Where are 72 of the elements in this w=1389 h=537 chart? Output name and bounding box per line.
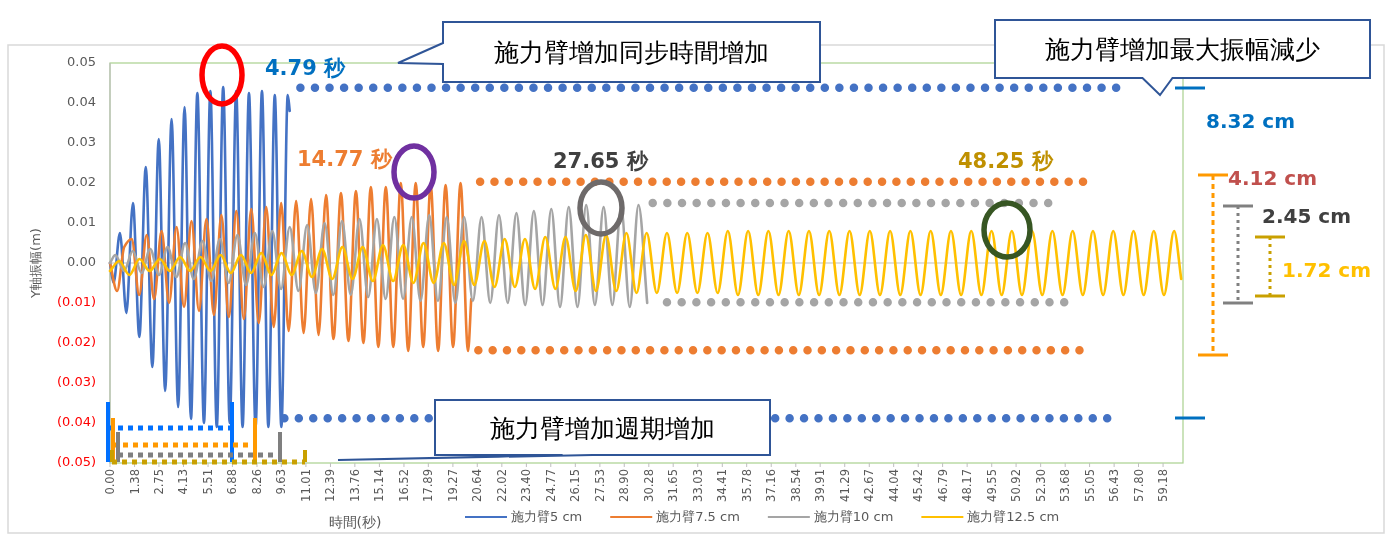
x-tick-label: 16.52 [396,469,411,502]
x-tick-label: 11.01 [298,469,313,502]
text: 1.72 cm [1282,258,1372,282]
x-tick-label: 35.78 [739,469,754,502]
y-tick-label: 0.04 [67,93,96,109]
x-tick-label: 19.27 [445,469,460,502]
x-axis-title: 時間(秒) [328,514,382,530]
annotation: 27.65 秒 [553,149,649,173]
x-tick-label: 12.39 [323,469,338,502]
legend-label: 施力臂10 cm [813,509,894,524]
x-tick-label: 55.05 [1082,469,1097,502]
x-tick-label: 4.13 [176,469,191,495]
x-tick-label: 50.92 [1009,469,1024,502]
y-tick-label: 0.03 [67,133,96,149]
y-axis-title: Y軸振幅(m) [28,228,43,299]
annotation: 施力臂增加同步時間增加 [493,38,769,67]
x-tick-label: 2.75 [151,469,166,495]
text: 4.12 cm [1228,166,1318,190]
x-tick-label: 26.15 [568,469,583,502]
text: 8.32 cm [1206,109,1296,133]
x-tick-label: 34.41 [715,469,730,502]
y-tick-label: (0.01) [56,293,96,309]
x-tick-label: 27.53 [592,469,607,502]
legend-label: 施力臂12.5 cm [967,509,1060,524]
x-tick-label: 5.51 [201,469,216,495]
y-tick-label: 0.02 [67,173,96,189]
legend-label: 施力臂7.5 cm [656,509,740,524]
x-tick-label: 38.54 [788,469,803,502]
x-tick-label: 23.40 [519,469,534,502]
x-tick-label: 28.90 [617,469,632,502]
x-tick-label: 56.43 [1107,469,1122,502]
y-tick-label: 0.00 [67,253,96,269]
y-tick-label: (0.05) [56,453,96,469]
x-tick-label: 6.88 [225,469,240,495]
x-tick-label: 48.17 [960,469,975,502]
x-tick-label: 45.42 [911,469,926,502]
x-tick-label: 0.00 [103,469,117,495]
legend-label: 施力臂5 cm [511,509,583,524]
annotation: 48.25 秒 [958,149,1054,173]
x-tick-label: 24.77 [543,469,558,502]
x-tick-label: 17.89 [421,469,436,502]
x-tick-label: 8.26 [249,469,264,495]
annotation: 施力臂增加週期增加 [489,414,715,443]
text: 2.45 cm [1262,204,1352,228]
x-tick-label: 42.67 [862,469,877,502]
x-tick-label: 20.64 [470,469,485,502]
x-tick-label: 52.30 [1033,469,1048,502]
x-tick-label: 53.68 [1058,469,1073,502]
x-tick-label: 31.65 [666,469,681,502]
x-tick-label: 1.38 [127,469,142,495]
x-tick-label: 41.29 [837,469,852,502]
x-tick-label: 33.03 [690,469,705,502]
x-tick-label: 9.63 [274,469,289,495]
annotation: 14.77 秒 [297,147,393,171]
x-tick-label: 15.14 [372,469,387,502]
x-tick-label: 44.04 [886,469,901,502]
y-tick-label: (0.04) [56,413,96,429]
annotation: 4.79 秒 [265,56,347,80]
x-tick-label: 37.16 [764,469,779,502]
y-tick-label: (0.03) [56,373,96,389]
x-tick-label: 46.79 [935,469,950,502]
annotation: 施力臂增加最大振幅減少 [1044,35,1320,64]
x-tick-label: 49.55 [984,469,999,502]
x-tick-label: 30.28 [641,469,656,502]
x-tick-label: 39.91 [813,469,828,502]
y-tick-label: 0.01 [67,213,96,229]
y-tick-label: 0.05 [67,53,96,69]
x-tick-label: 13.76 [347,469,362,502]
x-tick-label: 59.18 [1156,469,1171,502]
x-tick-label: 22.02 [494,469,509,502]
x-tick-label: 57.80 [1131,469,1146,502]
y-tick-label: (0.02) [56,333,96,349]
